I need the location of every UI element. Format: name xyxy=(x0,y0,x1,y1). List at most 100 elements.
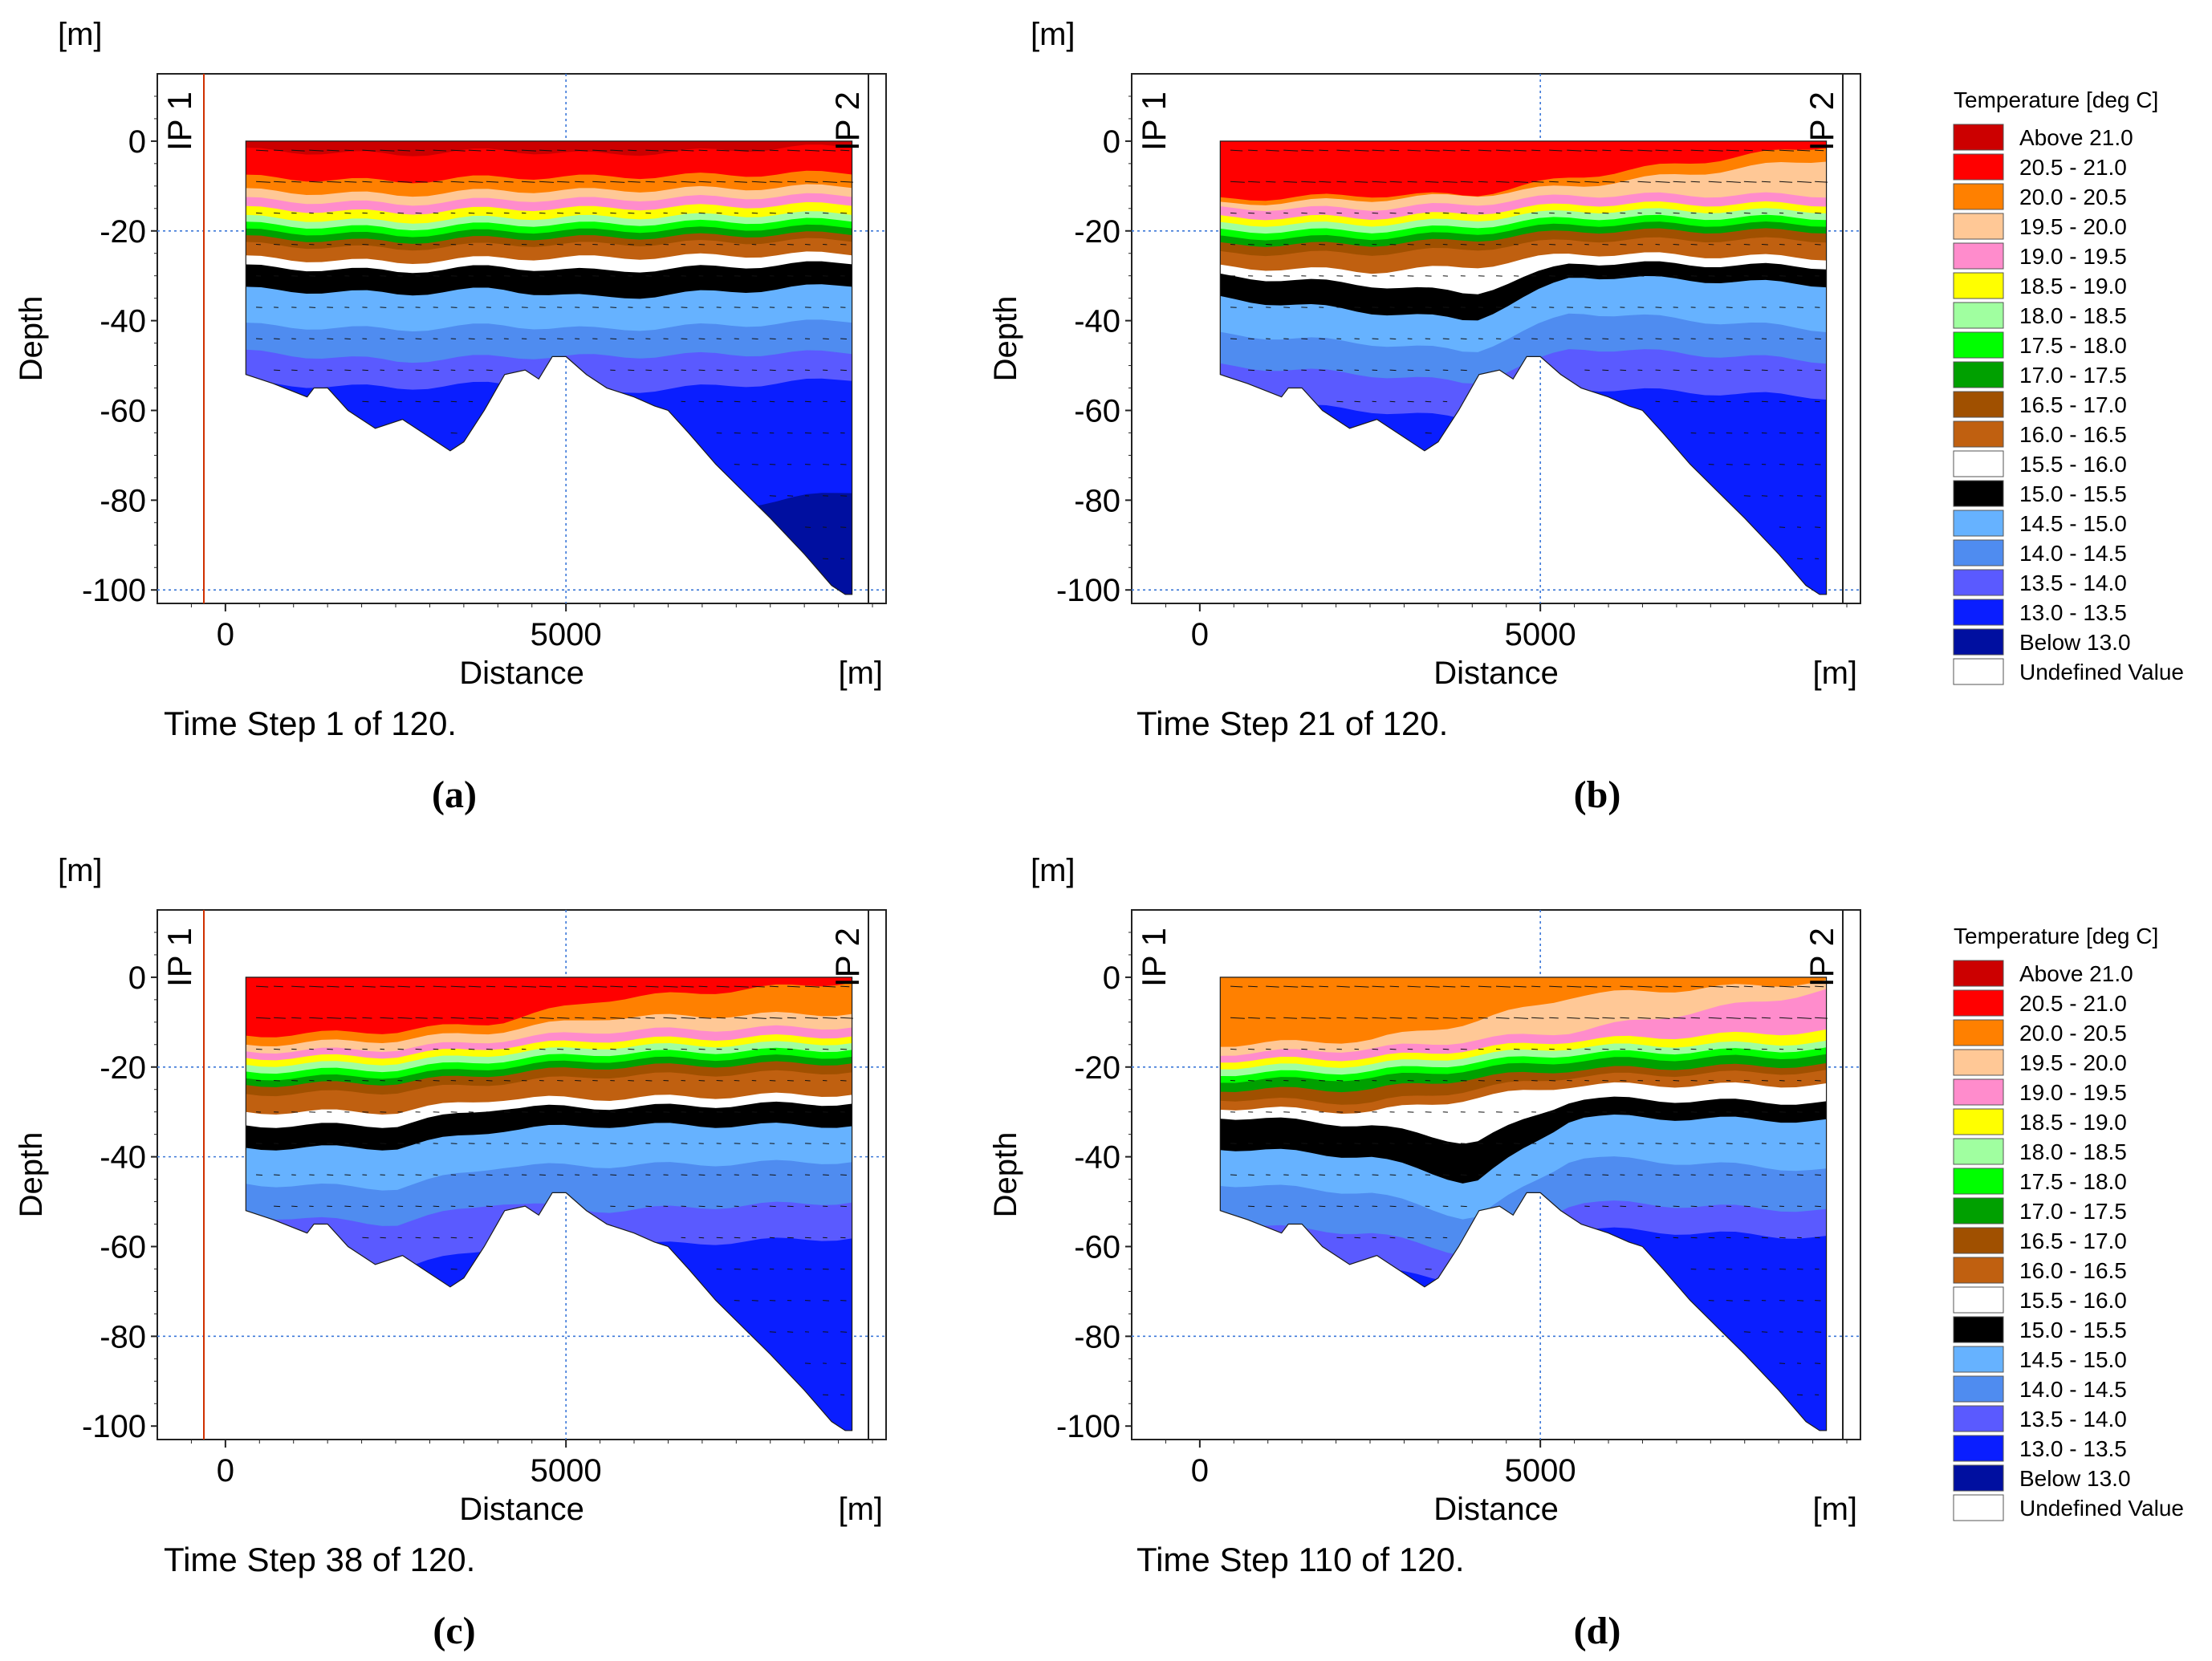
legend-label: 16.0 - 16.5 xyxy=(2019,422,2127,447)
velocity-arrow xyxy=(1726,149,1739,152)
legend-label: Undefined Value xyxy=(2019,660,2184,684)
velocity-arrow xyxy=(256,181,270,183)
ip1-label: IP 1 xyxy=(1135,928,1173,987)
velocity-arrow xyxy=(1514,1017,1529,1019)
y-tick-label: -40 xyxy=(100,1140,146,1176)
y-axis-ticks: 0 -20 -40 -60 -80 -100 xyxy=(1056,932,1132,1444)
legend-swatch xyxy=(1953,1108,2004,1135)
velocity-arrow xyxy=(592,985,608,988)
velocity-arrow xyxy=(1354,985,1369,988)
legend-label: 16.5 - 17.0 xyxy=(2019,1228,2127,1253)
legend-swatch xyxy=(1953,1464,2004,1492)
legend-swatch xyxy=(1953,1197,2004,1224)
velocity-arrow xyxy=(1460,985,1470,988)
velocity-arrow xyxy=(1743,149,1753,152)
velocity-arrow xyxy=(716,149,730,152)
legend-label: 20.0 - 20.5 xyxy=(2019,185,2127,209)
velocity-arrow xyxy=(1389,149,1400,152)
velocity-arrow xyxy=(380,985,395,988)
plot-frame xyxy=(1131,73,1861,604)
velocity-arrow xyxy=(681,181,696,183)
legend-label: Undefined Value xyxy=(2019,1496,2184,1521)
legend-label: 15.0 - 15.5 xyxy=(2019,481,2127,506)
velocity-arrow xyxy=(628,1017,640,1019)
velocity-arrow xyxy=(716,985,730,988)
velocity-arrow xyxy=(1584,181,1600,183)
velocity-arrow xyxy=(1336,1017,1347,1019)
velocity-arrow xyxy=(1637,149,1653,152)
velocity-arrow xyxy=(362,1017,372,1019)
ip2-label: IP 2 xyxy=(828,91,866,151)
velocity-arrow xyxy=(1389,985,1400,988)
legend-label: Above 21.0 xyxy=(2019,125,2133,150)
velocity-arrow xyxy=(397,181,413,183)
legend-label: 19.5 - 20.0 xyxy=(2019,1050,2127,1075)
velocity-arrow xyxy=(503,149,518,152)
velocity-arrow xyxy=(503,181,514,183)
velocity-arrow xyxy=(1478,1017,1488,1019)
velocity-arrow xyxy=(1602,1017,1615,1019)
y-tick-label: -80 xyxy=(100,483,146,518)
velocity-arrow xyxy=(1319,181,1332,183)
velocity-arrow xyxy=(1761,1017,1771,1019)
velocity-arrow xyxy=(840,985,850,988)
y-axis-title: Depth xyxy=(14,296,49,382)
velocity-arrow xyxy=(433,985,447,988)
x-axis-ticks: 0 5000 xyxy=(1165,1440,1848,1488)
velocity-arrow xyxy=(1602,181,1615,183)
velocity-arrow xyxy=(663,181,677,183)
legend-swatch xyxy=(1953,658,2004,685)
legend-label: 19.0 - 19.5 xyxy=(2019,244,2127,269)
legend-label: 14.0 - 14.5 xyxy=(2019,1377,2127,1402)
velocity-arrow xyxy=(1620,149,1633,152)
velocity-arrow xyxy=(468,1017,483,1019)
velocity-arrow xyxy=(698,149,708,152)
x-unit-label: [m] xyxy=(1812,1492,1857,1527)
y-unit-label: [m] xyxy=(1031,17,1076,52)
velocity-arrow xyxy=(751,1017,766,1019)
legend-label: 14.0 - 14.5 xyxy=(2019,541,2127,566)
velocity-arrow xyxy=(698,1017,712,1019)
seabed-outline xyxy=(245,140,853,595)
velocity-arrow xyxy=(681,985,694,988)
velocity-arrow xyxy=(663,1017,677,1019)
velocity-arrow xyxy=(734,1017,747,1019)
velocity-arrow xyxy=(1266,985,1279,988)
velocity-arrow xyxy=(787,985,800,988)
y-unit-label: [m] xyxy=(58,17,103,52)
velocity-arrow xyxy=(1779,985,1795,988)
ip1-label: IP 1 xyxy=(161,91,198,151)
velocity-arrow xyxy=(1797,149,1811,152)
velocity-arrow xyxy=(1779,149,1795,152)
velocity-arrow xyxy=(1389,181,1402,183)
legend-swatch xyxy=(1953,1019,2004,1046)
velocity-arrow xyxy=(415,985,425,988)
plot-frame xyxy=(157,909,887,1440)
velocity-arrow xyxy=(1743,1017,1757,1019)
y-unit-label: [m] xyxy=(58,853,103,888)
y-tick-label: -20 xyxy=(1074,214,1120,250)
velocity-arrow xyxy=(1442,181,1458,183)
velocity-arrow xyxy=(1514,985,1527,988)
legend-label: 18.5 - 19.0 xyxy=(2019,274,2127,298)
legend-swatch xyxy=(1953,1375,2004,1403)
velocity-arrow xyxy=(1549,181,1559,183)
legend-swatch xyxy=(1953,1168,2004,1195)
panel-label: (b) xyxy=(1574,774,1621,816)
velocity-arrow xyxy=(256,985,269,988)
velocity-arrow xyxy=(751,181,766,183)
velocity-arrow xyxy=(1248,181,1260,183)
velocity-arrow xyxy=(1372,149,1385,152)
velocity-arrow xyxy=(450,181,465,183)
velocity-arrow xyxy=(769,181,783,183)
velocity-arrow xyxy=(1549,149,1563,152)
panel-c: [m] IP 1 IP 2 0 -20 -40 -60 -80 -100 0 5000 Di… xyxy=(14,853,887,1652)
velocity-arrow xyxy=(327,1017,342,1019)
ip2-label: IP 2 xyxy=(828,928,866,987)
velocity-arrow xyxy=(274,149,283,152)
velocity-arrow xyxy=(433,181,443,183)
velocity-arrow xyxy=(1495,1017,1510,1019)
velocity-arrow xyxy=(823,181,838,183)
time-step-caption: Time Step 21 of 120. xyxy=(1136,705,1448,742)
velocity-arrow xyxy=(503,985,518,988)
